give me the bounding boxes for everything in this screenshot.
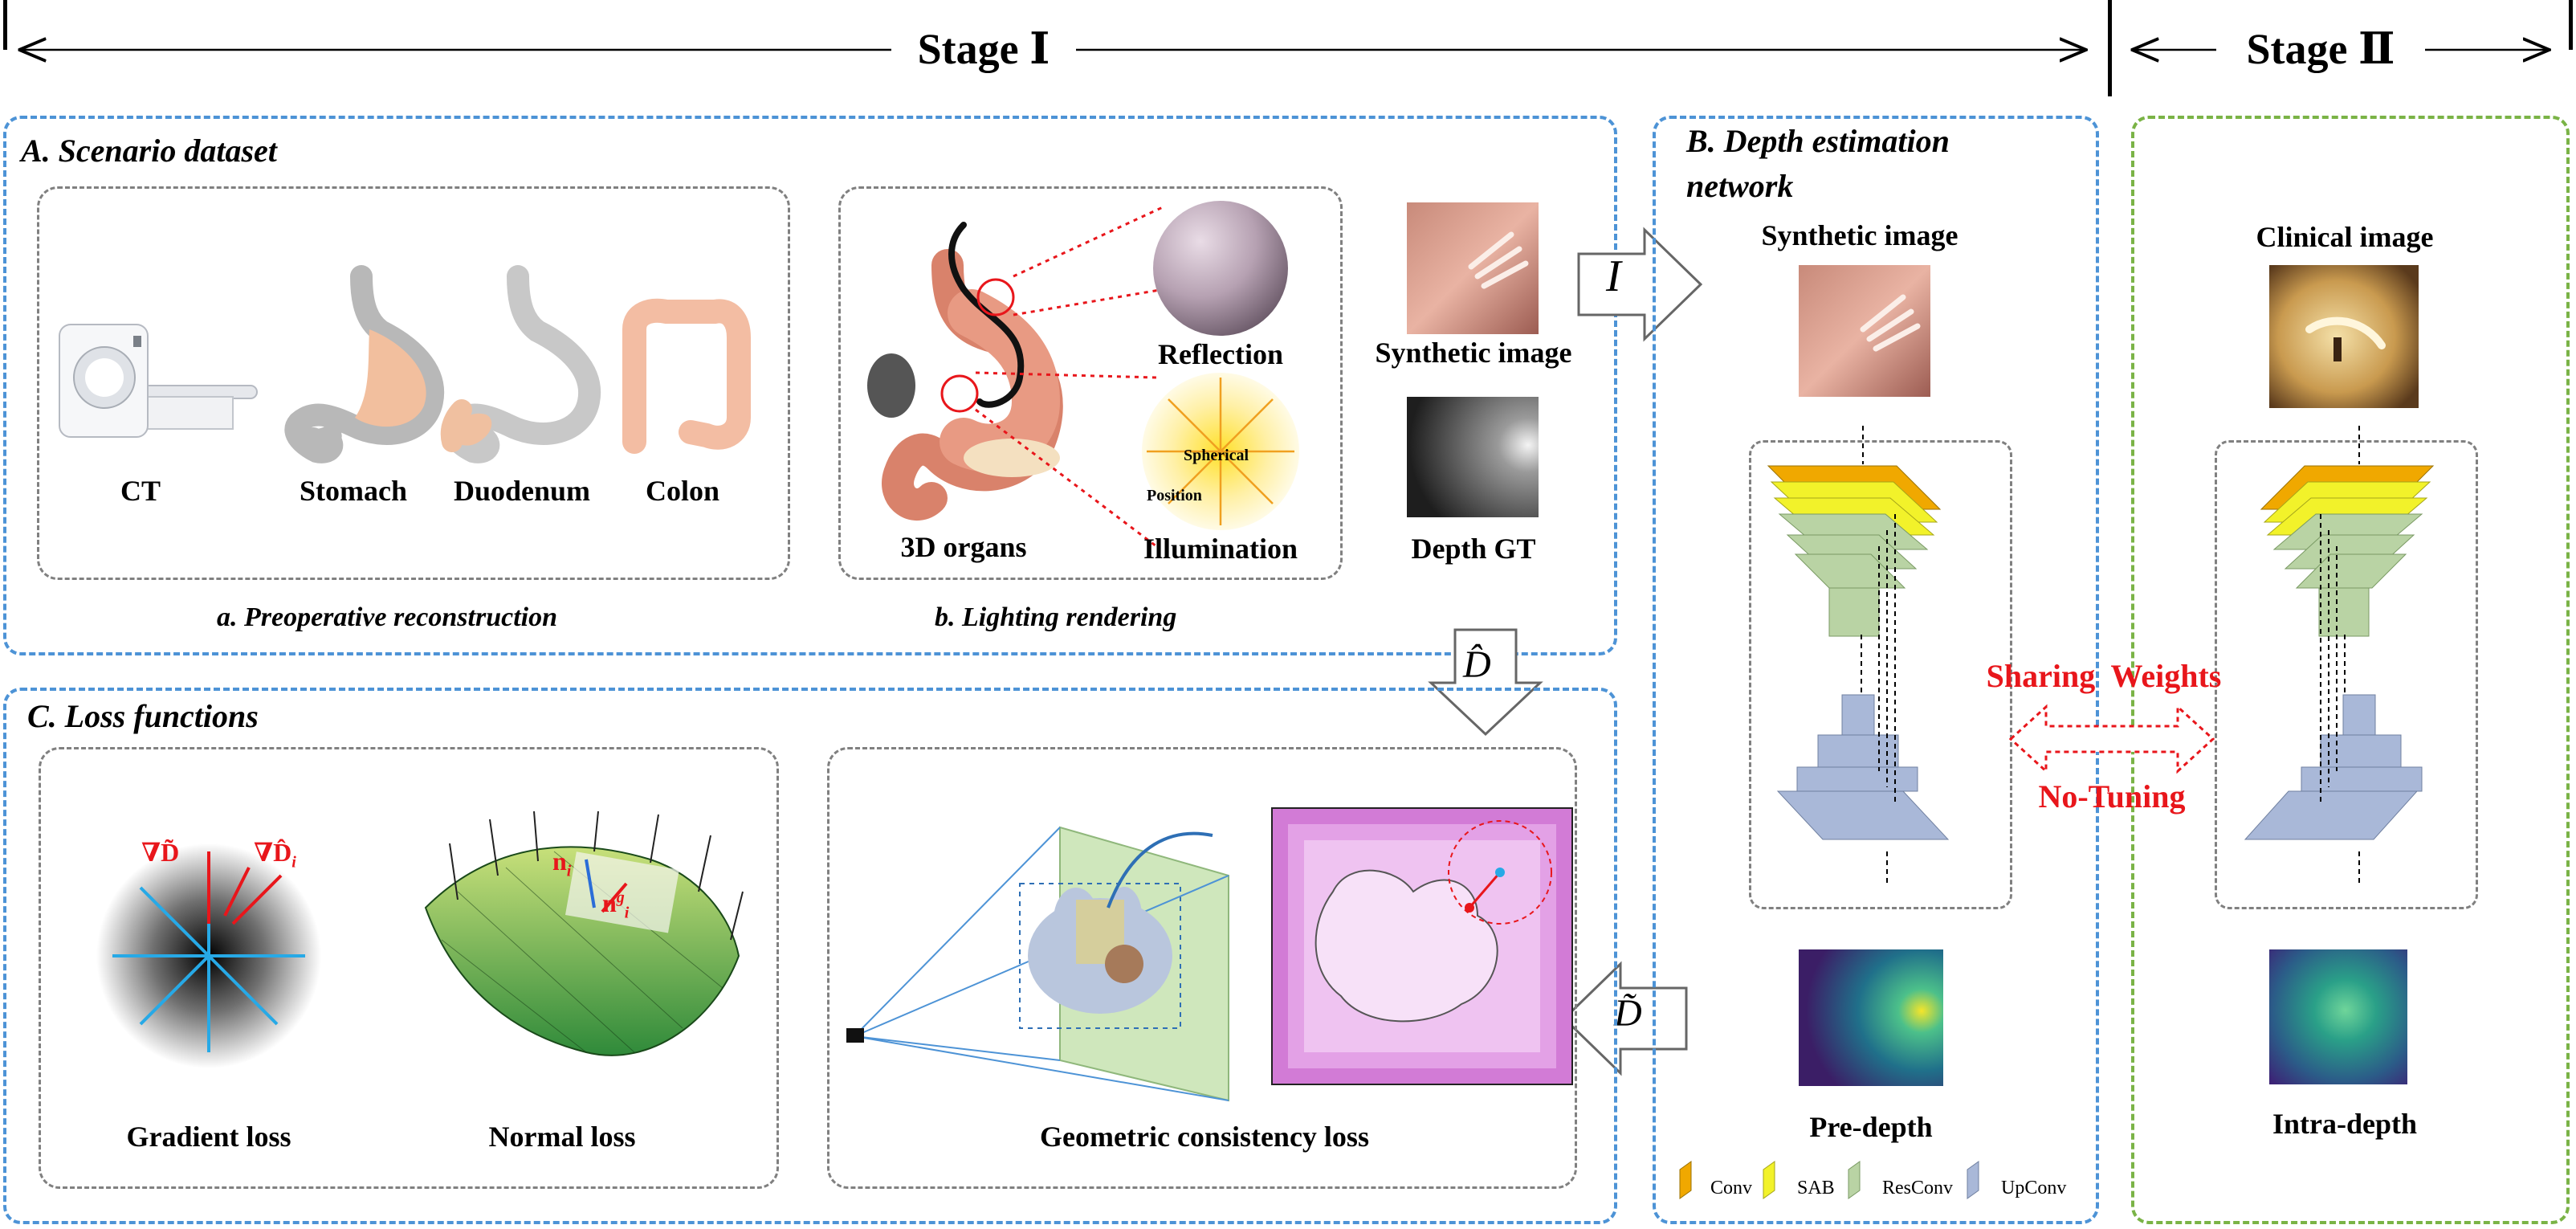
pre-depth-label: Pre-depth (1809, 1111, 1933, 1143)
network-stack-stage2 (2244, 426, 2435, 884)
stomach-image (284, 265, 445, 463)
illumination-image (1142, 373, 1299, 530)
normal-loss-image (424, 810, 744, 1056)
arrow-dtilde-label: D̃ (1614, 992, 1642, 1035)
pre-depth-image (1799, 949, 1943, 1086)
legend-resconv-label: ResConv (1882, 1178, 1954, 1198)
geometric-consistency-image (846, 807, 1573, 1102)
section-b-title-1: B. Depth estimation (1686, 123, 1950, 159)
arrow-dtilde (1562, 961, 1688, 1076)
intra-depth-image (2269, 949, 2407, 1084)
stage-divider-left (3, 0, 7, 50)
legend-sab-label: SAB (1797, 1178, 1835, 1198)
stage1-arrow (0, 0, 2576, 104)
arrow-dhat (1428, 628, 1543, 737)
section-b-title-2: network (1686, 168, 1794, 204)
normal-b-main: n (602, 888, 617, 917)
grad-a-symbol: ∇D̃ (141, 838, 180, 867)
colon-image (622, 298, 751, 454)
normal-b-symbol: ngi (602, 888, 629, 922)
loss-left-box (39, 747, 779, 1189)
lighting-rendering-box (838, 186, 1343, 580)
network-stack-b (1767, 426, 1950, 884)
legend-conv-swatch (1679, 1161, 1692, 1199)
legend-resconv-swatch (1848, 1161, 1861, 1199)
illumination-label: Illumination (1143, 533, 1298, 565)
gradient-loss-image (96, 843, 321, 1068)
depth-gt-thumb (1407, 397, 1539, 517)
arrow-i-label: I (1606, 251, 1621, 301)
normal-a-main: n (552, 847, 567, 876)
ct-label: CT (120, 475, 161, 507)
legend-upconv-label: UpConv (2001, 1178, 2067, 1198)
position-label: Position (1147, 487, 1202, 504)
geometric-consistency-label: Geometric consistency loss (1040, 1121, 1369, 1153)
section-a-box (3, 116, 1617, 655)
duodenum-image (440, 265, 601, 463)
arrow-i (1577, 227, 1703, 342)
normal-a-sub: i (566, 862, 572, 880)
colon-label: Colon (645, 475, 720, 507)
sharing-weights-label: Sharing Weights (1986, 658, 2222, 694)
sub-caption-a: a. Preoperative reconstruction (217, 602, 558, 632)
section-c-box (3, 688, 1617, 1224)
synthetic-image-label: Synthetic image (1375, 337, 1572, 369)
grad-b-sub: i (291, 853, 296, 872)
no-tuning-label: No-Tuning (2038, 778, 2186, 815)
intra-depth-label: Intra-depth (2272, 1108, 2418, 1140)
synthetic-image-thumb (1407, 202, 1539, 334)
3d-organs-image (867, 222, 1063, 521)
section-b-box (1653, 116, 2099, 1224)
legend-upconv-swatch (1967, 1161, 1979, 1199)
network-box-b (1749, 440, 2012, 909)
stage2-box (2131, 116, 2570, 1224)
ct-scanner-image (59, 324, 258, 438)
section-b-input-label: Synthetic image (1761, 219, 1958, 251)
legend-sab-swatch (1763, 1161, 1775, 1199)
normal-loss-label: Normal loss (488, 1121, 636, 1153)
duodenum-label: Duodenum (453, 475, 591, 507)
sharing-arrow (2008, 704, 2215, 774)
normal-b-sup: g (616, 888, 625, 907)
legend-conv-label: Conv (1710, 1178, 1753, 1198)
section-a-title: A. Scenario dataset (21, 133, 277, 169)
clinical-image (2269, 265, 2419, 408)
network-box-stage2 (2215, 440, 2478, 909)
stage-divider-middle (2108, 0, 2112, 96)
clinical-image-label: Clinical image (2256, 221, 2434, 253)
normal-b-sub: i (624, 904, 630, 922)
loss-right-box (827, 747, 1577, 1189)
stage2-label: Stage Ⅱ (2246, 25, 2395, 73)
depth-gt-label: Depth GT (1411, 533, 1536, 565)
sub-caption-b: b. Lighting rendering (935, 602, 1177, 632)
section-c-title: C. Loss functions (27, 698, 259, 734)
stomach-label: Stomach (300, 475, 407, 507)
section-b-input-image (1799, 265, 1930, 397)
spherical-label: Spherical (1184, 447, 1249, 464)
preop-reconstruction-box (37, 186, 790, 580)
3d-organs-label: 3D organs (900, 531, 1027, 563)
reflection-label: Reflection (1158, 338, 1283, 370)
arrow-dhat-label: D̂ (1463, 643, 1491, 686)
grad-b-main: ∇D̂ (254, 838, 292, 867)
stage1-label: Stage Ⅰ (917, 25, 1050, 73)
gradient-loss-label: Gradient loss (126, 1121, 291, 1153)
normal-a-symbol: ni (552, 847, 571, 880)
stage-divider-right (2569, 0, 2573, 50)
grad-b-symbol: ∇D̂i (254, 837, 296, 872)
reflection-sphere-image (1153, 201, 1288, 336)
